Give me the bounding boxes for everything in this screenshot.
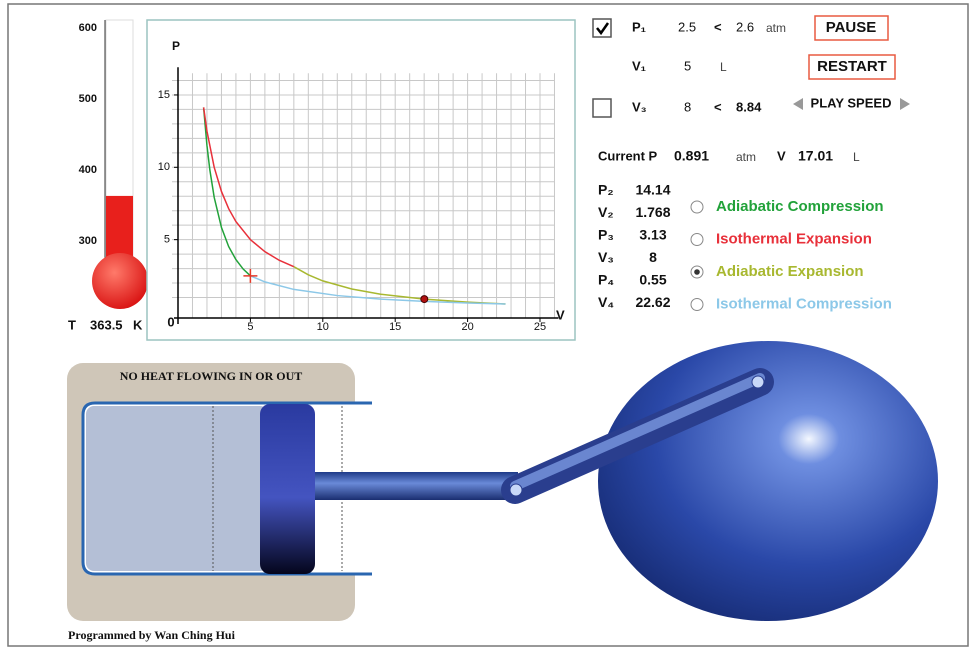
x-tick-label: 15: [389, 321, 401, 333]
radio-dot: [694, 269, 700, 275]
controls: P₁ 2.5 <2.6 atm PAUSE V₁ 5 L RESTART V₃ 8 <8.84 PLAY…: [592, 15, 910, 312]
cycle-curve: [250, 275, 506, 305]
engine: NO HEAT FLOWING IN OR OUT: [67, 341, 938, 621]
result-label: V₂: [598, 204, 614, 220]
piston-label: NO HEAT FLOWING IN OR OUT: [120, 369, 303, 383]
current-point: [420, 295, 429, 304]
restart-label: RESTART: [817, 58, 887, 75]
current-p-label: Current P: [598, 148, 658, 163]
temp-value: 363.5: [90, 317, 123, 332]
current-v-unit: L: [853, 150, 860, 164]
y-tick-label: 15: [158, 89, 170, 101]
p1-limit: 2.6: [736, 19, 754, 34]
checkbox[interactable]: [592, 18, 612, 38]
x-tick-label: 25: [534, 321, 546, 333]
pause-button[interactable]: [814, 15, 889, 41]
v3-compare: <: [714, 99, 722, 114]
result-value: 0.55: [639, 272, 666, 288]
origin-label: 0: [167, 314, 174, 329]
v1-unit: L: [720, 60, 727, 74]
thermometer: 300 400 500 600 T 363.5 K: [68, 19, 148, 332]
thermo-tick-label: 500: [79, 93, 97, 105]
phase-option: Isothermal Expansion: [716, 230, 872, 247]
x-tick-label: 10: [317, 321, 329, 333]
thermo-tick-label: 600: [79, 22, 97, 34]
y-axis-label: P: [172, 39, 180, 53]
result-value: 14.14: [635, 182, 670, 198]
speed-right[interactable]: [900, 98, 910, 110]
v3-limit: 8.84: [736, 99, 762, 114]
result-label: P₂: [598, 182, 614, 198]
restart-button[interactable]: [808, 54, 896, 80]
result-label: P₃: [598, 227, 614, 243]
current-v: 17.01: [798, 148, 833, 164]
cycle-curve: [202, 107, 251, 277]
frame: [7, 3, 969, 647]
phase-option: Isothermal Compression: [716, 295, 892, 312]
radio[interactable]: [690, 200, 704, 214]
p1-unit: atm: [766, 21, 786, 35]
result-label: V₃: [598, 249, 614, 265]
current-v-label: V: [777, 148, 786, 163]
x-tick-label: 5: [247, 321, 253, 333]
current-p-unit: atm: [736, 150, 756, 164]
play-speed: PLAY SPEED: [811, 95, 892, 110]
y-tick-label: 10: [158, 161, 170, 173]
temp-label: T: [68, 317, 76, 332]
result-label: P₄: [598, 272, 614, 288]
v3-label: V₃: [632, 99, 647, 114]
start-marker: [243, 268, 258, 283]
cycle-curve: [202, 107, 295, 268]
checkbox[interactable]: [592, 98, 612, 118]
v1-label: V₁: [632, 58, 646, 73]
result-value: 22.62: [635, 294, 670, 310]
gas: [86, 406, 268, 571]
thermo-tick-label: 400: [79, 164, 97, 176]
checkmark: [596, 22, 610, 36]
phase-option: Adiabatic Expansion: [716, 263, 864, 280]
connecting-rod-highlight: [510, 373, 765, 491]
credit: Programmed by Wan Ching Hui: [68, 628, 236, 642]
cylinder-wall: [81, 401, 372, 576]
result-value: 3.13: [639, 227, 666, 243]
result-value: 1.768: [635, 204, 670, 220]
v1-value: 5: [684, 58, 691, 73]
p1-label: P₁: [632, 19, 646, 34]
y-tick-label: 5: [164, 234, 170, 246]
x-tick-label: 20: [461, 321, 473, 333]
x-axis-label: V: [556, 307, 565, 322]
speed-left[interactable]: [793, 98, 803, 110]
p1-compare: <: [714, 19, 722, 34]
phase-option: Adiabatic Compression: [716, 198, 884, 215]
temp-unit: K: [133, 317, 143, 332]
thermo-tick-label: 300: [79, 235, 97, 247]
cycle-curve: [293, 266, 506, 305]
pause-label: PAUSE: [826, 19, 877, 36]
piston-rod: [315, 472, 518, 500]
pv-chart: 5 10 15 20 25 5 10 15 0 P V: [158, 39, 565, 333]
piston-head: [260, 404, 315, 574]
joint: [509, 483, 523, 497]
current-p: 0.891: [674, 148, 709, 164]
result-label: V₄: [598, 294, 614, 310]
v3-value: 8: [684, 99, 691, 114]
thermo-bulb: [92, 253, 148, 309]
joint: [751, 375, 765, 389]
radio[interactable]: [690, 233, 704, 246]
result-value: 8: [649, 249, 657, 265]
radio[interactable]: [690, 298, 704, 311]
p1-value: 2.5: [678, 19, 696, 34]
